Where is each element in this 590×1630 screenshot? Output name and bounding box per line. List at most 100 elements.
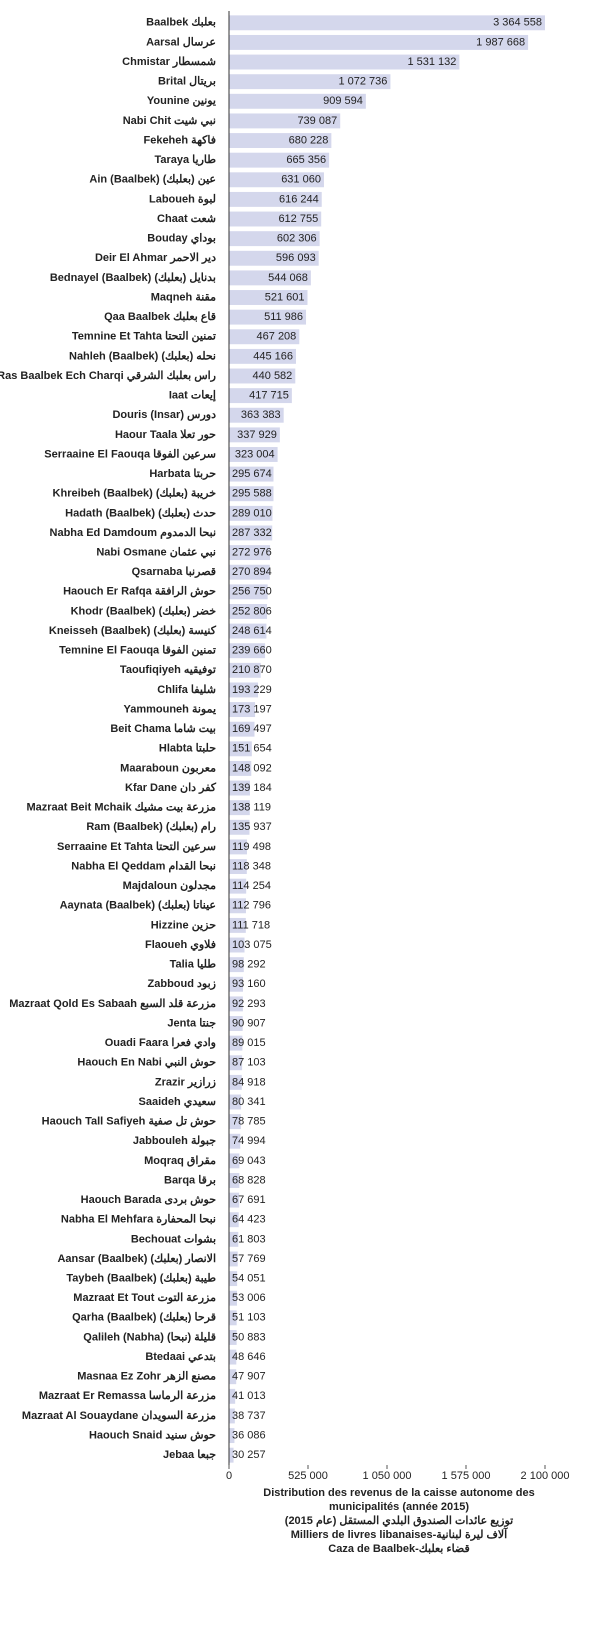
bar — [229, 427, 280, 443]
bar — [229, 760, 252, 776]
value-label: 169 497 — [232, 723, 272, 735]
y-tick-label: Jenta جنتا — [167, 1017, 216, 1029]
value-label: 30 257 — [232, 1449, 266, 1461]
y-tick-label: Laboueh لبوة — [149, 193, 216, 205]
y-tick-label: Haouch En Nabi حوش النبي — [77, 1057, 216, 1070]
y-tick-label: Baalbek بعلبك — [146, 17, 216, 29]
value-label: 119 498 — [232, 841, 271, 853]
value-label: 295 588 — [232, 488, 272, 500]
x-axis-title-line: Caza de Baalbek-قضاء بعلبك — [328, 1543, 470, 1555]
bar — [229, 407, 284, 423]
y-tick-label: Aarsal عرسال — [146, 36, 216, 48]
y-tick-label: Ras Baalbek Ech Charqi راس بعلبك الشرقي — [0, 370, 216, 383]
bar — [229, 505, 273, 521]
value-label: 139 184 — [232, 782, 272, 794]
bar — [229, 1271, 238, 1287]
y-tick-label: Taraya طاريا — [154, 154, 216, 166]
value-label: 287 332 — [232, 527, 272, 539]
bar — [229, 1094, 242, 1110]
value-label: 1 987 668 — [476, 36, 525, 48]
bar — [229, 917, 246, 933]
value-label: 616 244 — [279, 193, 319, 205]
y-tick-label: Qalileh (Nabha) قليلة (نبحا) — [83, 1331, 216, 1343]
value-label: 138 119 — [232, 802, 271, 814]
y-tick-label: Mazraat Et Tout مزرعة التوت — [73, 1292, 216, 1304]
value-label: 337 929 — [237, 429, 277, 441]
bar — [229, 937, 245, 953]
x-axis-title-line: توزيع عائدات الصندوق البلدي المستقل (عام… — [284, 1515, 514, 1527]
bar — [229, 290, 308, 305]
bar — [229, 859, 247, 874]
value-label: 210 870 — [232, 664, 272, 676]
value-label: 38 737 — [232, 1410, 266, 1422]
y-tick-label: Khreibeh (Baalbek) خريبة (بعلبك) — [53, 488, 217, 500]
bar — [229, 113, 341, 129]
y-tick-label: Mazraat Er Remassa مزرعة الرماسا — [39, 1390, 216, 1402]
value-label: 440 582 — [253, 370, 293, 382]
bar — [229, 466, 274, 482]
value-label: 78 785 — [232, 1116, 266, 1128]
bar — [229, 447, 278, 462]
value-label: 69 043 — [232, 1155, 266, 1167]
bar — [229, 839, 247, 855]
y-tick-label: Kfar Dane كفر دان — [125, 782, 217, 794]
value-label: 50 883 — [232, 1331, 266, 1343]
value-label: 680 228 — [289, 134, 329, 146]
y-tick-label: Mazraat Qold Es Sabaah مزرعة قلد السبع — [9, 998, 216, 1010]
bar — [229, 702, 256, 718]
bar — [229, 1369, 237, 1385]
value-label: 3 364 558 — [493, 17, 542, 29]
value-label: 74 994 — [232, 1135, 266, 1147]
bar — [229, 1310, 237, 1326]
value-label: 252 806 — [232, 605, 272, 617]
value-label: 521 601 — [265, 291, 305, 303]
bar — [229, 54, 460, 70]
value-label: 68 828 — [232, 1174, 266, 1186]
x-tick-label: 1 575 000 — [442, 1470, 491, 1482]
value-label: 112 796 — [232, 900, 271, 912]
value-label: 61 803 — [232, 1233, 266, 1245]
bar — [229, 486, 274, 502]
y-tick-label: Temnine El Faouqa تمنين الفوقا — [59, 645, 216, 657]
bar — [229, 819, 250, 835]
y-tick-label: Chaat شعت — [157, 213, 216, 225]
y-tick-label: Haouch Barada حوش بردى — [81, 1194, 217, 1206]
bar — [229, 348, 296, 364]
y-tick-label: Chmistar شمسطار — [122, 56, 216, 68]
value-label: 41 013 — [232, 1390, 266, 1402]
bar — [229, 15, 545, 31]
value-label: 909 594 — [323, 95, 363, 107]
value-label: 739 087 — [297, 115, 337, 127]
y-tick-label: Harbata حربتا — [149, 468, 216, 480]
bar — [229, 996, 243, 1012]
y-tick-label: Taybeh (Baalbek) طيبة (بعلبك) — [66, 1273, 216, 1285]
value-label: 270 894 — [232, 566, 272, 578]
x-axis-title-line: Milliers de livres libanaises-آلاف ليرة … — [290, 1529, 508, 1541]
y-tick-label: Bouday بوداي — [147, 233, 216, 246]
x-tick-label: 2 100 000 — [521, 1470, 570, 1482]
y-tick-label: Nahleh (Baalbek) نحله (بعلبك) — [69, 350, 216, 362]
y-tick-label: Serraaine Et Tahta سرعين التحتا — [57, 841, 216, 853]
y-tick-label: Moqraq مقراق — [144, 1155, 216, 1167]
y-tick-label: Mazraat Al Souaydane مزرعة السويدان — [22, 1410, 216, 1422]
bar — [229, 1349, 237, 1365]
bar — [229, 1055, 243, 1071]
value-label: 48 646 — [232, 1351, 266, 1363]
value-label: 417 715 — [249, 390, 289, 402]
value-label: 612 755 — [278, 213, 318, 225]
bar — [229, 231, 320, 247]
y-tick-label: Khodr (Baalbek) خضر (بعلبك) — [71, 605, 217, 617]
value-label: 239 660 — [232, 645, 272, 657]
y-tick-label: Deir El Ahmar دير الاحمر — [95, 252, 216, 264]
y-tick-label: Aaynata (Baalbek) عيناتا (بعلبك) — [60, 900, 216, 912]
value-label: 248 614 — [232, 625, 272, 637]
y-tick-label: Hadath (Baalbek) حدث (بعلبك) — [65, 507, 216, 519]
bar — [229, 623, 267, 639]
bar — [229, 721, 255, 737]
bar — [229, 211, 322, 227]
value-label: 53 006 — [232, 1292, 266, 1304]
bar — [229, 1447, 234, 1463]
value-label: 467 208 — [257, 331, 297, 343]
